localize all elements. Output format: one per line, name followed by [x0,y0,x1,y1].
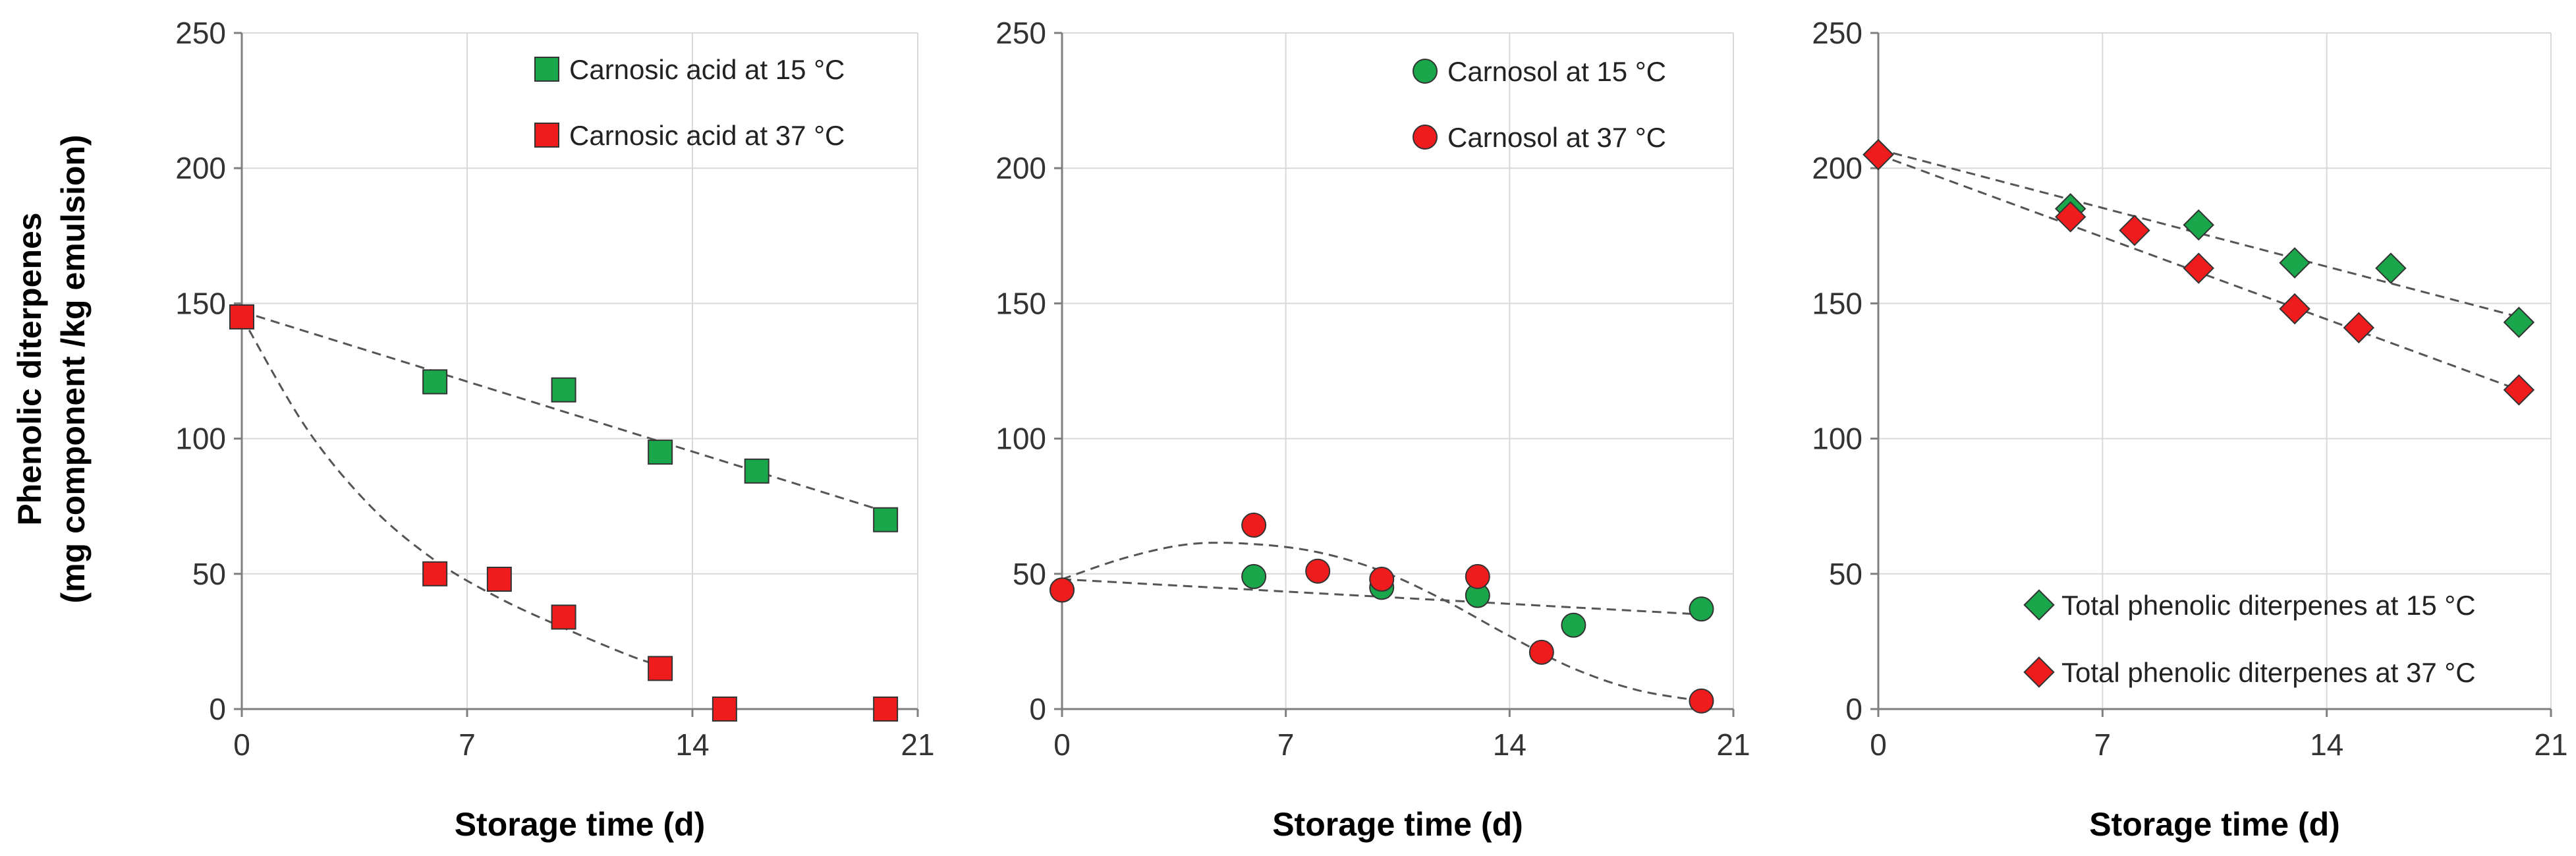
x-tick-label: 0 [1053,728,1071,762]
x-tick-label: 0 [1870,728,1887,762]
y-tick-label: 50 [192,557,226,591]
legend-label-series-2: Total phenolic diterpenes at 37 °C [2061,657,2476,688]
legend-label-series-2: Carnosic acid at 37 °C [569,120,845,151]
x-axis-title: Storage time (d) [455,806,706,843]
x-tick-label: 7 [2094,728,2112,762]
legend-marker-series-2 [1413,125,1438,150]
y-tick-label: 250 [1812,16,1862,50]
y-tick-label: 0 [209,692,226,726]
trendline-series-2 [240,316,661,667]
trendline-series-2 [1061,542,1702,702]
x-tick-label: 14 [675,728,709,762]
data-point-series-2 [1369,567,1395,592]
x-tick-label: 21 [901,728,934,762]
y-axis-title-line-2: (mg component /kg emulsion) [55,134,92,603]
data-point-series-2 [1305,558,1331,584]
data-point-series-2 [712,697,737,722]
x-tick-label: 21 [1716,728,1750,762]
y-tick-label: 100 [175,422,226,456]
data-point-series-1 [1561,612,1586,638]
y-tick-label: 200 [995,151,1046,185]
y-tick-label: 150 [995,286,1046,320]
legend-marker-series-1 [534,57,559,82]
x-tick-label: 14 [1493,728,1526,762]
y-axis-title-line-1: Phenolic diterpenes [11,212,48,525]
data-point-series-2 [229,304,254,329]
legend-label-series-1: Carnosol at 15 °C [1447,56,1666,87]
data-point-series-2 [1465,563,1490,589]
chart-panel-total-phenolic-diterpenes: 0 50 100 150 200 250 0 7 14 21 Storage time (d) Tot… [1812,16,2567,843]
trendline-series-1 [241,310,886,513]
data-point-series-1 [2503,306,2535,338]
data-point-series-2 [2279,293,2310,325]
data-point-series-2 [1241,512,1267,538]
data-point-series-1 [2375,252,2407,284]
y-tick-label: 100 [995,422,1046,456]
data-point-series-1 [744,458,770,484]
data-point-series-2 [422,561,448,586]
x-axis-title: Storage time (d) [2089,806,2340,843]
data-point-series-2 [1528,639,1554,665]
data-point-series-2 [1050,577,1075,603]
x-axis-title: Storage time (d) [1272,806,1523,843]
data-point-series-1 [2279,247,2310,279]
data-point-series-2 [486,567,512,592]
data-point-series-2 [2119,214,2150,246]
y-tick-label: 200 [175,151,226,185]
legend-marker-series-2 [2023,656,2055,688]
x-tick-label: 0 [233,728,250,762]
legend-marker-series-2 [534,123,559,148]
data-point-series-1 [1689,596,1714,622]
data-point-series-1 [551,377,576,403]
chart-panel-carnosic-acid: 0 50 100 150 200 250 0 7 14 21 Storage time (d) Car… [175,16,934,843]
legend-label-series-1: Carnosic acid at 15 °C [569,54,845,85]
trendline-series-1 [1878,148,2519,318]
y-tick-label: 250 [175,16,226,50]
x-tick-label: 14 [2310,728,2343,762]
data-point-series-2 [1689,688,1714,714]
chart-panel-carnosol: 0 50 100 150 200 250 0 7 14 21 Storage time (d) Car… [995,16,1750,843]
y-tick-label: 250 [995,16,1046,50]
data-point-series-2 [2503,374,2535,406]
y-tick-label: 150 [1812,286,1862,320]
data-point-series-1 [1241,563,1267,589]
y-tick-label: 0 [1029,692,1046,726]
y-tick-label: 50 [1013,557,1046,591]
y-tick-label: 50 [1829,557,1862,591]
y-tick-label: 150 [175,286,226,320]
y-tick-label: 200 [1812,151,1862,185]
legend-label-series-1: Total phenolic diterpenes at 15 °C [2061,590,2476,621]
data-point-series-1 [648,440,673,465]
legend-label-series-2: Carnosol at 37 °C [1447,122,1666,153]
data-point-series-2 [551,604,576,630]
x-tick-label: 21 [2534,728,2567,762]
data-point-series-1 [2183,209,2214,241]
data-point-series-1 [422,369,448,395]
data-point-series-2 [648,656,673,681]
data-point-series-2 [873,697,899,722]
legend-marker-series-1 [1413,59,1438,84]
data-point-series-1 [873,507,899,532]
y-tick-label: 100 [1812,422,1862,456]
x-tick-label: 7 [1277,728,1295,762]
legend-marker-series-1 [2023,589,2055,621]
data-point-series-2 [2054,201,2086,233]
data-point-series-2 [2343,312,2375,344]
y-tick-label: 0 [1845,692,1862,726]
data-point-series-2 [1862,138,1894,171]
data-point-series-2 [2183,252,2214,284]
x-tick-label: 7 [459,728,476,762]
